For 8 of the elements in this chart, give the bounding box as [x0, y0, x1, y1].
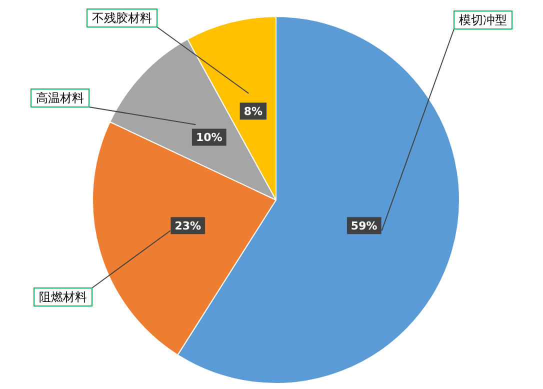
slice-label: 阻燃材料 — [39, 290, 87, 304]
slice-label: 高温材料 — [36, 91, 84, 106]
slice-label: 不残胶材料 — [92, 11, 152, 26]
data-label: 23% — [174, 219, 202, 232]
data-label: 59% — [350, 219, 378, 232]
slice-label: 模切冲型 — [459, 13, 507, 28]
data-label: 10% — [196, 131, 222, 144]
data-label: 8% — [244, 104, 263, 118]
